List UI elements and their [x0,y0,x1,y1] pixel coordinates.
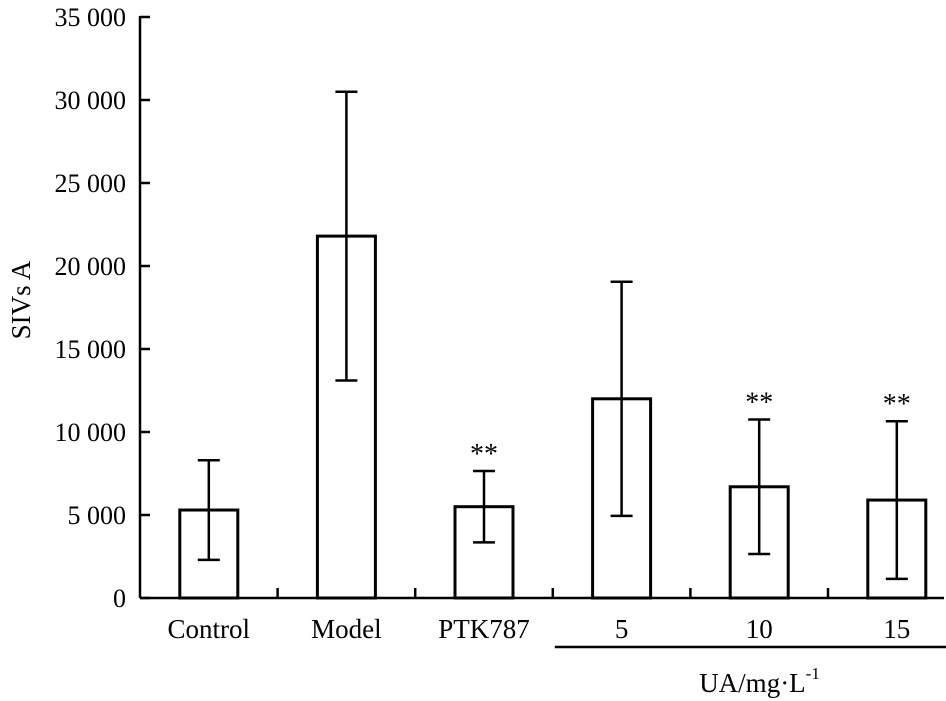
y-tick-label: 20 000 [55,252,127,281]
significance-marker: ** [745,388,773,419]
significance-marker: ** [470,439,498,470]
y-tick-label: 10 000 [55,418,127,447]
category-label: 15 [883,614,910,644]
y-axis-label: SIVs A [6,260,36,339]
group-label-text: UA/mg·L [699,668,805,698]
category-label: 5 [615,614,629,644]
category-label: Model [311,614,382,644]
group-label-superscript: -1 [806,664,820,683]
y-ticks: 0 5 000 10 000 15 000 20 000 25 000 30 000 35 0… [55,3,150,613]
category-labels: Control Model PTK787 5 10 15 [168,614,911,644]
group-label: UA/mg·L-1 [699,664,820,698]
category-label: Control [168,614,251,644]
y-tick-label: 35 000 [55,3,127,32]
category-label: 10 [746,614,773,644]
category-label: PTK787 [438,614,530,644]
y-tick-label: 0 [113,584,126,613]
y-tick-label: 30 000 [55,86,127,115]
bars: ** ** ** [178,90,928,600]
y-tick-label: 15 000 [55,335,127,364]
y-tick-label: 5 000 [68,501,127,530]
significance-marker: ** [883,389,911,420]
y-tick-label: 25 000 [55,169,127,198]
axes [138,16,944,600]
